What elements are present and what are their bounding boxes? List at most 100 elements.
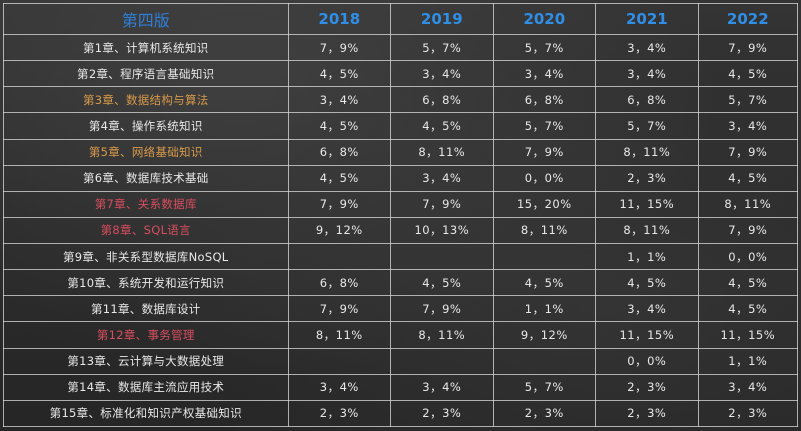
chapter-cell: 第9章、非关系型数据库NoSQL — [3, 242, 289, 271]
table-row: 第7章、关系数据库 7，9% 7，9% 15，20% 11，15% 8，11% — [3, 190, 799, 218]
chapter-cell: 第1章、计算机系统知识 — [3, 33, 289, 62]
chapter-cell: 第7章、关系数据库 — [3, 190, 289, 218]
value-cell-2018: 3，4% — [287, 86, 392, 114]
value-cell-2018: 4，5% — [287, 112, 392, 140]
chapter-cell: 第11章、数据库设计 — [3, 295, 289, 323]
value-cell-2021: 8，11% — [595, 216, 699, 245]
table-row: 第5章、网络基础知识 6，8% 8，11% 7，9% 8，11% 7，9% — [3, 138, 799, 166]
value-cell-2020: 0，0% — [492, 164, 597, 192]
value-cell-2018: 9，12% — [287, 216, 392, 245]
value-cell-2019: 8，11% — [390, 138, 494, 166]
value-cell-2019: 4，5% — [390, 269, 494, 297]
year-header-2018: 2018 — [287, 3, 392, 35]
value-cell-2019: 3，4% — [390, 373, 494, 401]
value-cell-2018: 7，9% — [287, 190, 392, 218]
value-cell-2022: 3，4% — [697, 373, 799, 401]
value-cell-2020 — [492, 242, 597, 271]
chapter-cell: 第8章、SQL语言 — [3, 216, 289, 245]
value-cell-2021: 3，4% — [595, 295, 699, 323]
year-header-2021: 2021 — [595, 3, 699, 35]
header-row: 第四版 2018 2019 2020 2021 2022 — [3, 3, 799, 35]
chapter-cell: 第5章、网络基础知识 — [3, 138, 289, 166]
value-cell-2020: 15，20% — [492, 190, 597, 218]
value-cell-2021: 1，1% — [595, 242, 699, 271]
value-cell-2022: 8，11% — [697, 190, 799, 218]
value-cell-2018: 4，5% — [287, 164, 392, 192]
year-header-2019: 2019 — [390, 3, 494, 35]
value-cell-2018: 2，3% — [287, 399, 392, 428]
value-cell-2022: 1，1% — [697, 347, 799, 375]
value-cell-2020: 2，3% — [492, 399, 597, 428]
year-header-2020: 2020 — [492, 3, 597, 35]
table-body: 第1章、计算机系统知识 7，9% 5，7% 5，7% 3，4% 7，9% 第2章、程序语言基… — [3, 33, 799, 428]
value-cell-2019: 7，9% — [390, 190, 494, 218]
value-cell-2019: 4，5% — [390, 112, 494, 140]
value-cell-2022: 0，0% — [697, 242, 799, 271]
table-row: 第11章、数据库设计 7，9% 7，9% 1，1% 3，4% 4，5% — [3, 295, 799, 323]
value-cell-2018: 6，8% — [287, 138, 392, 166]
value-cell-2018: 4，5% — [287, 60, 392, 88]
value-cell-2021: 3，4% — [595, 60, 699, 88]
value-cell-2018 — [287, 242, 392, 271]
value-cell-2022: 4，5% — [697, 164, 799, 192]
chapter-cell: 第10章、系统开发和运行知识 — [3, 269, 289, 297]
value-cell-2018 — [287, 347, 392, 375]
table-row: 第10章、系统开发和运行知识 6，8% 4，5% 4，5% 4，5% 4，5% — [3, 269, 799, 297]
value-cell-2018: 7，9% — [287, 33, 392, 62]
value-cell-2020 — [492, 347, 597, 375]
value-cell-2021: 0，0% — [595, 347, 699, 375]
value-cell-2020: 5，7% — [492, 373, 597, 401]
value-cell-2018: 8，11% — [287, 321, 392, 349]
chapter-cell: 第15章、标准化和知识产权基础知识 — [3, 399, 289, 428]
value-cell-2020: 5，7% — [492, 33, 597, 62]
chapter-cell: 第13章、云计算与大数据处理 — [3, 347, 289, 375]
edition-header: 第四版 — [3, 3, 289, 35]
table-row: 第2章、程序语言基础知识 4，5% 3，4% 3，4% 3，4% 4，5% — [3, 60, 799, 88]
year-header-2022: 2022 — [697, 3, 799, 35]
table-row: 第15章、标准化和知识产权基础知识 2，3% 2，3% 2，3% 2，3% 2，3% — [3, 399, 799, 428]
value-cell-2019: 3，4% — [390, 60, 494, 88]
value-cell-2022: 4，5% — [697, 295, 799, 323]
table-row: 第3章、数据结构与算法 3，4% 6，8% 6，8% 6，8% 5，7% — [3, 86, 799, 114]
chapter-cell: 第12章、事务管理 — [3, 321, 289, 349]
value-cell-2019: 2，3% — [390, 399, 494, 428]
chapter-cell: 第3章、数据结构与算法 — [3, 86, 289, 114]
value-cell-2022: 5，7% — [697, 86, 799, 114]
table-row: 第1章、计算机系统知识 7，9% 5，7% 5，7% 3，4% 7，9% — [3, 33, 799, 62]
value-cell-2021: 3，4% — [595, 33, 699, 62]
value-cell-2019 — [390, 242, 494, 271]
value-cell-2022: 7，9% — [697, 138, 799, 166]
value-cell-2022: 7，9% — [697, 33, 799, 62]
value-cell-2022: 4，5% — [697, 269, 799, 297]
value-cell-2019: 6，8% — [390, 86, 494, 114]
value-cell-2020: 5，7% — [492, 112, 597, 140]
value-cell-2021: 11，15% — [595, 321, 699, 349]
table-row: 第12章、事务管理 8，11% 8，11% 9，12% 11，15% 11，15% — [3, 321, 799, 349]
table-row: 第14章、数据库主流应用技术 3，4% 3，4% 5，7% 2，3% 3，4% — [3, 373, 799, 401]
chapter-cell: 第2章、程序语言基础知识 — [3, 60, 289, 88]
chapter-cell: 第14章、数据库主流应用技术 — [3, 373, 289, 401]
value-cell-2019: 5，7% — [390, 33, 494, 62]
value-cell-2021: 6，8% — [595, 86, 699, 114]
value-cell-2022: 4，5% — [697, 60, 799, 88]
table-header: 第四版 2018 2019 2020 2021 2022 — [3, 3, 799, 35]
exam-score-distribution-table: 第四版 2018 2019 2020 2021 2022 第1章、计算机系统知识… — [3, 3, 799, 428]
chapter-cell: 第6章、数据库技术基础 — [3, 164, 289, 192]
value-cell-2021: 2，3% — [595, 399, 699, 428]
value-cell-2020: 4，5% — [492, 269, 597, 297]
value-cell-2022: 3，4% — [697, 112, 799, 140]
value-cell-2021: 2，3% — [595, 373, 699, 401]
value-cell-2022: 2，3% — [697, 399, 799, 428]
value-cell-2019: 8，11% — [390, 321, 494, 349]
value-cell-2021: 11，15% — [595, 190, 699, 218]
table-row: 第13章、云计算与大数据处理 0，0% 1，1% — [3, 347, 799, 375]
value-cell-2018: 7，9% — [287, 295, 392, 323]
value-cell-2022: 7，9% — [697, 216, 799, 245]
value-cell-2019: 3，4% — [390, 164, 494, 192]
value-cell-2021: 8，11% — [595, 138, 699, 166]
value-cell-2018: 3，4% — [287, 373, 392, 401]
value-cell-2020: 9，12% — [492, 321, 597, 349]
value-cell-2018: 6，8% — [287, 269, 392, 297]
value-cell-2020: 8，11% — [492, 216, 597, 245]
value-cell-2021: 5，7% — [595, 112, 699, 140]
